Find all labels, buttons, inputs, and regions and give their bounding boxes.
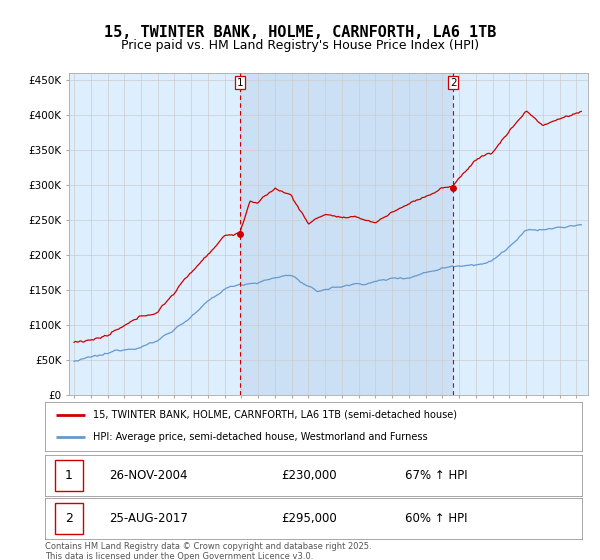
- Text: Price paid vs. HM Land Registry's House Price Index (HPI): Price paid vs. HM Land Registry's House …: [121, 39, 479, 52]
- FancyBboxPatch shape: [55, 503, 83, 534]
- Text: 26-NOV-2004: 26-NOV-2004: [109, 469, 188, 482]
- Text: £230,000: £230,000: [281, 469, 337, 482]
- Text: 25-AUG-2017: 25-AUG-2017: [109, 512, 188, 525]
- Text: 67% ↑ HPI: 67% ↑ HPI: [405, 469, 467, 482]
- Text: 2: 2: [450, 78, 457, 87]
- Text: 1: 1: [236, 78, 243, 87]
- Text: 2: 2: [65, 512, 73, 525]
- Text: Contains HM Land Registry data © Crown copyright and database right 2025.
This d: Contains HM Land Registry data © Crown c…: [45, 542, 371, 560]
- Text: HPI: Average price, semi-detached house, Westmorland and Furness: HPI: Average price, semi-detached house,…: [94, 432, 428, 442]
- Text: £295,000: £295,000: [281, 512, 337, 525]
- Text: 15, TWINTER BANK, HOLME, CARNFORTH, LA6 1TB: 15, TWINTER BANK, HOLME, CARNFORTH, LA6 …: [104, 25, 496, 40]
- FancyBboxPatch shape: [55, 460, 83, 491]
- Text: 60% ↑ HPI: 60% ↑ HPI: [405, 512, 467, 525]
- Bar: [240, 73, 453, 395]
- Text: 15, TWINTER BANK, HOLME, CARNFORTH, LA6 1TB (semi-detached house): 15, TWINTER BANK, HOLME, CARNFORTH, LA6 …: [94, 410, 457, 420]
- Text: 1: 1: [65, 469, 73, 482]
